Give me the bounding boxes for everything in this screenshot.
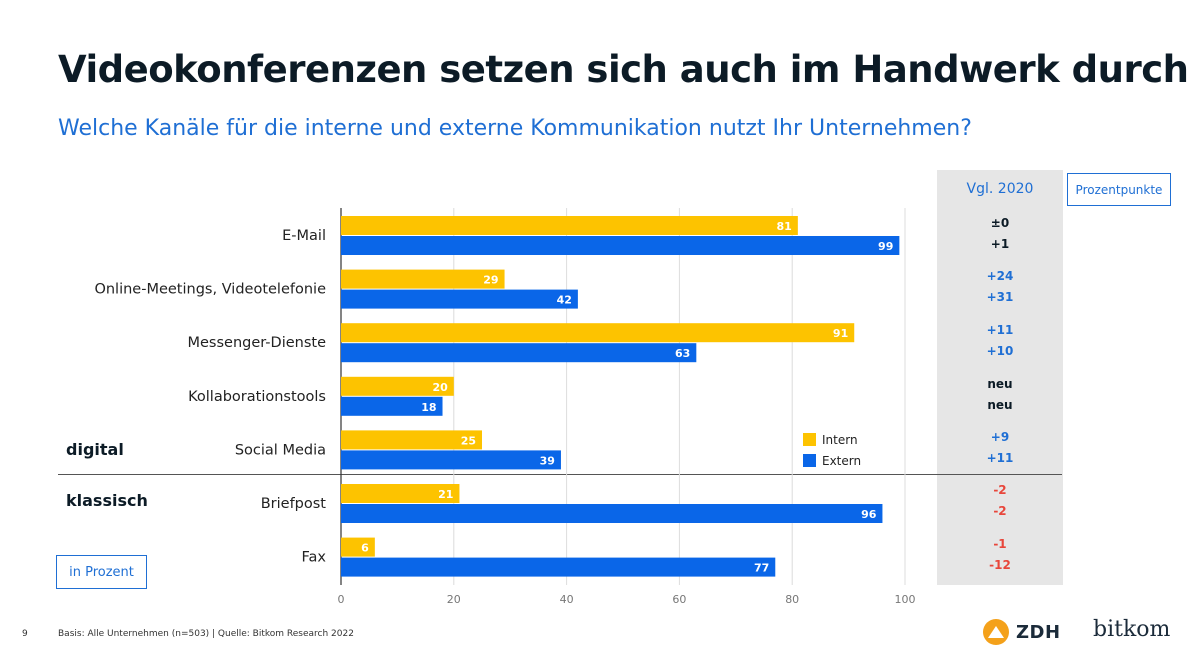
zdh-mark-icon [983, 619, 1009, 645]
legend-swatch-extern [803, 454, 816, 467]
page-title: Videokonferenzen setzen sich auch im Han… [58, 48, 1189, 91]
category-label: Fax [302, 550, 327, 566]
legend-label-extern: Extern [822, 454, 861, 468]
comparison-value-intern: +9 [990, 430, 1010, 444]
legend-swatch-intern [803, 433, 816, 446]
category-label: Social Media [235, 442, 326, 458]
comparison-value-extern: -2 [993, 504, 1007, 518]
group-label-digital: digital [66, 440, 124, 459]
x-tick-label: 80 [785, 593, 799, 606]
x-tick-label: 60 [672, 593, 686, 606]
bar-intern [341, 323, 855, 343]
comparison-value-extern: +11 [986, 451, 1014, 465]
bar-value-label: 18 [421, 401, 436, 414]
x-tick-label: 40 [560, 593, 574, 606]
bar-value-label: 39 [540, 454, 555, 467]
x-tick-label: 100 [895, 593, 916, 606]
bar-value-label: 20 [432, 381, 448, 394]
page-number: 9 [22, 629, 28, 639]
category-label: Messenger-Dienste [187, 335, 326, 351]
category-label: Online-Meetings, Videotelefonie [94, 282, 326, 298]
group-divider [58, 474, 1062, 475]
comparison-value-extern: neu [987, 398, 1013, 412]
legend-label-intern: Intern [822, 433, 858, 447]
bar-extern [341, 343, 697, 363]
zdh-logo: ZDH [982, 617, 1061, 647]
comparison-header: Vgl. 2020 [966, 181, 1034, 197]
bar-value-label: 21 [438, 488, 453, 501]
category-label: E-Mail [282, 228, 326, 244]
bar-value-label: 96 [861, 508, 877, 521]
comparison-value-intern: ±0 [990, 216, 1010, 230]
zdh-logo-text: ZDH [1016, 621, 1061, 643]
bar-value-label: 91 [833, 327, 848, 340]
in-percent-badge: in Prozent [56, 555, 147, 589]
bar-extern [341, 289, 578, 309]
comparison-value-intern: neu [987, 377, 1013, 391]
bar-intern [341, 484, 460, 503]
x-tick-label: 0 [338, 593, 345, 606]
bar-value-label: 81 [777, 220, 792, 233]
source-note: Basis: Alle Unternehmen (n=503) | Quelle… [58, 629, 354, 639]
bar-intern [341, 269, 505, 289]
percentage-points-badge: Prozentpunkte [1067, 173, 1171, 206]
comparison-value-extern: +1 [990, 237, 1010, 251]
comparison-value-intern: -1 [993, 537, 1007, 551]
bar-extern [341, 504, 883, 523]
bar-extern [341, 236, 900, 255]
comparison-value-extern: -12 [989, 558, 1011, 572]
bar-intern [341, 537, 375, 557]
comparison-panel [937, 170, 1063, 585]
bar-extern [341, 557, 776, 577]
bar-extern [341, 396, 443, 416]
bar-intern [341, 376, 454, 396]
bar-value-label: 25 [461, 434, 476, 447]
group-label-classic: klassisch [66, 491, 148, 510]
bar-extern [341, 450, 561, 470]
comparison-value-intern: +11 [986, 323, 1014, 337]
category-label: Kollaborationstools [188, 389, 326, 405]
comparison-value-extern: +31 [986, 290, 1014, 304]
x-tick-label: 20 [447, 593, 461, 606]
bar-intern [341, 216, 798, 235]
bar-value-label: 63 [675, 347, 690, 360]
comparison-value-extern: +10 [986, 344, 1014, 358]
bitkom-logo: bitkom [1093, 617, 1171, 642]
bar-value-label: 6 [361, 542, 369, 555]
page-subtitle: Welche Kanäle für die interne und extern… [58, 116, 972, 141]
comparison-value-intern: +24 [986, 269, 1014, 283]
category-label: Briefpost [261, 496, 327, 512]
bar-value-label: 77 [754, 562, 769, 575]
bar-value-label: 99 [878, 240, 893, 253]
bar-intern [341, 430, 482, 450]
comparison-value-intern: -2 [993, 483, 1007, 497]
bar-value-label: 29 [483, 274, 498, 287]
bar-value-label: 42 [557, 294, 572, 307]
